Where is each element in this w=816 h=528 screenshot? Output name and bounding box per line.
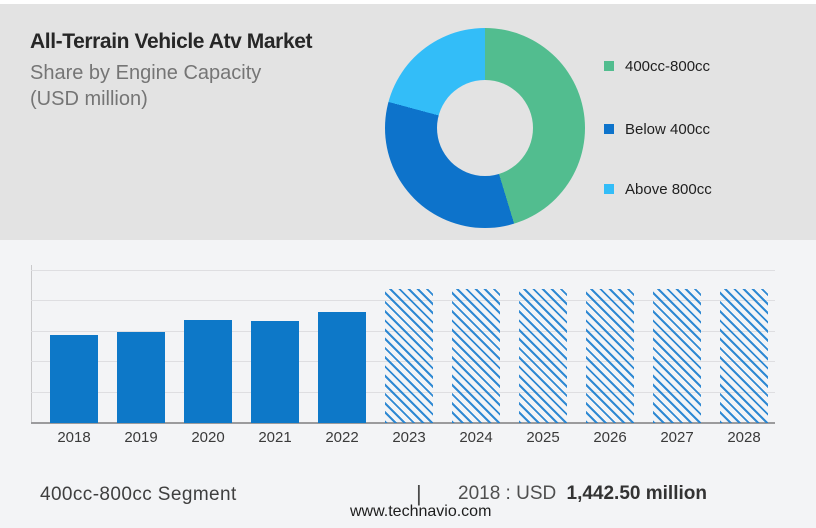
x-axis-label-2028: 2028 <box>727 429 761 446</box>
legend-label: Below 400cc <box>625 120 711 138</box>
y-axis-line <box>31 265 32 423</box>
x-axis-label-2024: 2024 <box>459 429 493 446</box>
legend-swatch-green <box>604 61 614 71</box>
footer-value: 2018 : USD 1,442.50 million <box>458 483 707 505</box>
x-axis-label-2018: 2018 <box>57 429 91 446</box>
forecast-bar-2023 <box>385 289 433 423</box>
x-axis-label-2020: 2020 <box>191 429 225 446</box>
x-axis-label-2022: 2022 <box>325 429 359 446</box>
forecast-bar-2025 <box>519 289 567 423</box>
bar-2018 <box>50 335 98 423</box>
legend-label: Above 800cc <box>625 180 712 198</box>
x-axis-label-2023: 2023 <box>392 429 426 446</box>
website-link: www.technavio.com <box>350 503 492 520</box>
x-axis-label-2019: 2019 <box>124 429 158 446</box>
bar-2019 <box>117 332 165 423</box>
forecast-bar-2028 <box>720 289 768 423</box>
header-panel: All-Terrain Vehicle Atv Market Share by … <box>0 4 816 240</box>
bar-chart-panel: 2018 2019 2020 2021 2022 2023 2024 2025 2026 2027… <box>0 240 816 528</box>
x-axis-label-2027: 2027 <box>660 429 694 446</box>
x-axis-line <box>31 422 775 424</box>
legend-item-above-800cc: Above 800cc <box>604 179 712 199</box>
forecast-bar-2026 <box>586 289 634 423</box>
x-axis-label-2025: 2025 <box>526 429 560 446</box>
bar-2021 <box>251 321 299 423</box>
footer-value-amount: 1,442.50 million <box>566 483 707 504</box>
footer-value-prefix: 2018 : USD <box>458 483 557 504</box>
legend-swatch-blue <box>604 124 614 134</box>
x-axis-label-2026: 2026 <box>593 429 627 446</box>
legend-item-400cc-800cc: 400cc-800cc <box>604 56 710 76</box>
legend-swatch-light-blue <box>604 184 614 194</box>
subtitle-line-2: (USD million) <box>30 88 148 110</box>
page-subtitle: Share by Engine Capacity (USD million) <box>30 60 261 112</box>
gridline <box>31 270 775 271</box>
forecast-bar-2027 <box>653 289 701 423</box>
page-title: All-Terrain Vehicle Atv Market <box>30 30 313 53</box>
subtitle-line-1: Share by Engine Capacity <box>30 62 262 84</box>
footer-separator: | <box>416 481 422 506</box>
bar-2022 <box>318 312 366 423</box>
bar-chart: 2018 2019 2020 2021 2022 2023 2024 2025 2026 2027… <box>0 240 816 455</box>
donut-chart <box>385 28 585 228</box>
legend-label: 400cc-800cc <box>625 57 711 75</box>
bar-2020 <box>184 320 232 423</box>
footer-segment-label: 400cc-800cc Segment <box>40 484 237 505</box>
forecast-bar-2024 <box>452 289 500 423</box>
legend-item-below-400cc: Below 400cc <box>604 119 710 139</box>
x-axis-label-2021: 2021 <box>258 429 292 446</box>
